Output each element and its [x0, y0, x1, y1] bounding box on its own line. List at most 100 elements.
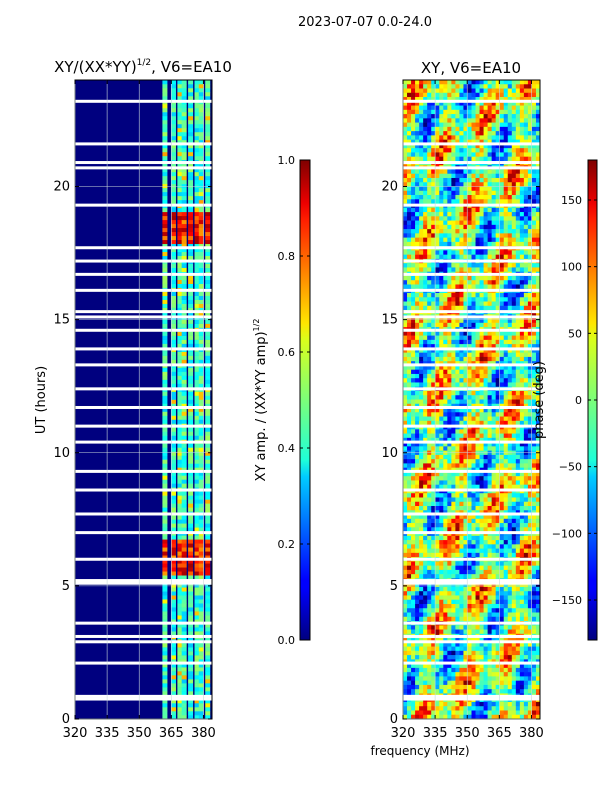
- heatmap-cell: [439, 250, 443, 255]
- heatmap-cell: [205, 507, 210, 511]
- heatmap-cell: [182, 128, 187, 132]
- heatmap-cell: [500, 118, 504, 123]
- heatmap-cell: [484, 276, 488, 281]
- heatmap-cell: [427, 118, 431, 123]
- heatmap-cell: [411, 178, 415, 183]
- heatmap-cell: [532, 148, 536, 153]
- heatmap-cell: [423, 455, 427, 460]
- heatmap-cell: [472, 182, 476, 187]
- heatmap-cell: [459, 476, 463, 481]
- heatmap-cell: [411, 340, 415, 345]
- heatmap-cell: [532, 506, 536, 511]
- heatmap-cell: [455, 242, 459, 247]
- heatmap-cell: [188, 667, 193, 671]
- heatmap-cell: [199, 535, 204, 539]
- heatmap-cell: [508, 135, 512, 140]
- heatmap-cell: [177, 196, 182, 200]
- heatmap-cell: [419, 434, 423, 439]
- heatmap-cell: [488, 417, 492, 422]
- heatmap-cell: [177, 276, 182, 280]
- heatmap-cell: [195, 687, 200, 691]
- heatmap-cell: [171, 627, 176, 631]
- heatmap-cell: [177, 228, 182, 232]
- heatmap-cell: [182, 396, 187, 400]
- heatmap-cell: [411, 297, 415, 302]
- heatmap-cell: [480, 263, 484, 268]
- heatmap-cell: [195, 551, 200, 555]
- heatmap-cell: [508, 238, 512, 243]
- heatmap-cell: [415, 250, 419, 255]
- heatmap-cell: [512, 221, 516, 226]
- amplitude-colorbar-label: XY amp. / (XX*YY amp)1/2: [252, 319, 269, 482]
- heatmap-cell: [451, 178, 455, 183]
- heatmap-cell: [419, 412, 423, 417]
- heatmap-cell: [199, 703, 204, 707]
- heatmap-cell: [508, 114, 512, 119]
- heatmap-cell: [205, 340, 210, 344]
- heatmap-cell: [407, 216, 411, 221]
- heatmap-cell: [427, 182, 431, 187]
- heatmap-cell: [427, 412, 431, 417]
- heatmap-cell: [500, 502, 504, 507]
- heatmap-cell: [476, 297, 480, 302]
- heatmap-cell: [427, 353, 431, 358]
- heatmap-cell: [455, 131, 459, 136]
- heatmap-cell: [512, 89, 516, 94]
- heatmap-cell: [205, 575, 210, 579]
- heatmap-cell: [403, 110, 407, 115]
- heatmap-cell: [195, 324, 200, 328]
- heatmap-cell: [403, 374, 407, 379]
- heatmap-cell: [508, 255, 512, 260]
- heatmap-cell: [171, 276, 176, 280]
- heatmap-cell: [423, 276, 427, 281]
- heatmap-cell: [195, 611, 200, 615]
- heatmap-cell: [195, 435, 200, 439]
- heatmap-cell: [427, 229, 431, 234]
- heatmap-cell: [443, 455, 447, 460]
- heatmap-cell: [199, 84, 204, 88]
- heatmap-cell: [476, 169, 480, 174]
- flagged-row: [75, 425, 212, 428]
- heatmap-cell: [435, 174, 439, 179]
- heatmap-cell: [403, 476, 407, 481]
- heatmap-cell: [484, 263, 488, 268]
- heatmap-cell: [435, 340, 439, 345]
- heatmap-cell: [455, 93, 459, 98]
- heatmap-cell: [427, 319, 431, 324]
- heatmap-cell: [508, 370, 512, 375]
- heatmap-cell: [512, 242, 516, 247]
- heatmap-cell: [411, 267, 415, 272]
- heatmap-cell: [423, 463, 427, 468]
- heatmap-cell: [177, 256, 182, 260]
- heatmap-cell: [451, 267, 455, 272]
- heatmap-cell: [177, 132, 182, 136]
- heatmap-cell: [177, 380, 182, 384]
- heatmap-cell: [411, 157, 415, 162]
- heatmap-cell: [459, 169, 463, 174]
- heatmap-cell: [467, 319, 471, 324]
- heatmap-cell: [188, 172, 193, 176]
- heatmap-cell: [447, 378, 451, 383]
- heatmap-cell: [199, 607, 204, 611]
- heatmap-cell: [435, 267, 439, 272]
- heatmap-cell: [435, 118, 439, 123]
- heatmap-cell: [472, 89, 476, 94]
- heatmap-cell: [427, 293, 431, 298]
- heatmap-cell: [451, 174, 455, 179]
- heatmap-cell: [524, 446, 528, 451]
- heatmap-cell: [427, 135, 431, 140]
- heatmap-cell: [427, 174, 431, 179]
- heatmap-cell: [177, 647, 182, 651]
- heatmap-cell: [484, 480, 488, 485]
- heatmap-cell: [451, 323, 455, 328]
- heatmap-cell: [419, 319, 423, 324]
- heatmap-cell: [177, 384, 182, 388]
- heatmap-cell: [419, 400, 423, 405]
- heatmap-cell: [516, 242, 520, 247]
- heatmap-cell: [162, 687, 167, 691]
- heatmap-cell: [177, 463, 182, 467]
- heatmap-cell: [423, 391, 427, 396]
- heatmap-cell: [480, 476, 484, 481]
- heatmap-cell: [182, 340, 187, 344]
- heatmap-cell: [447, 174, 451, 179]
